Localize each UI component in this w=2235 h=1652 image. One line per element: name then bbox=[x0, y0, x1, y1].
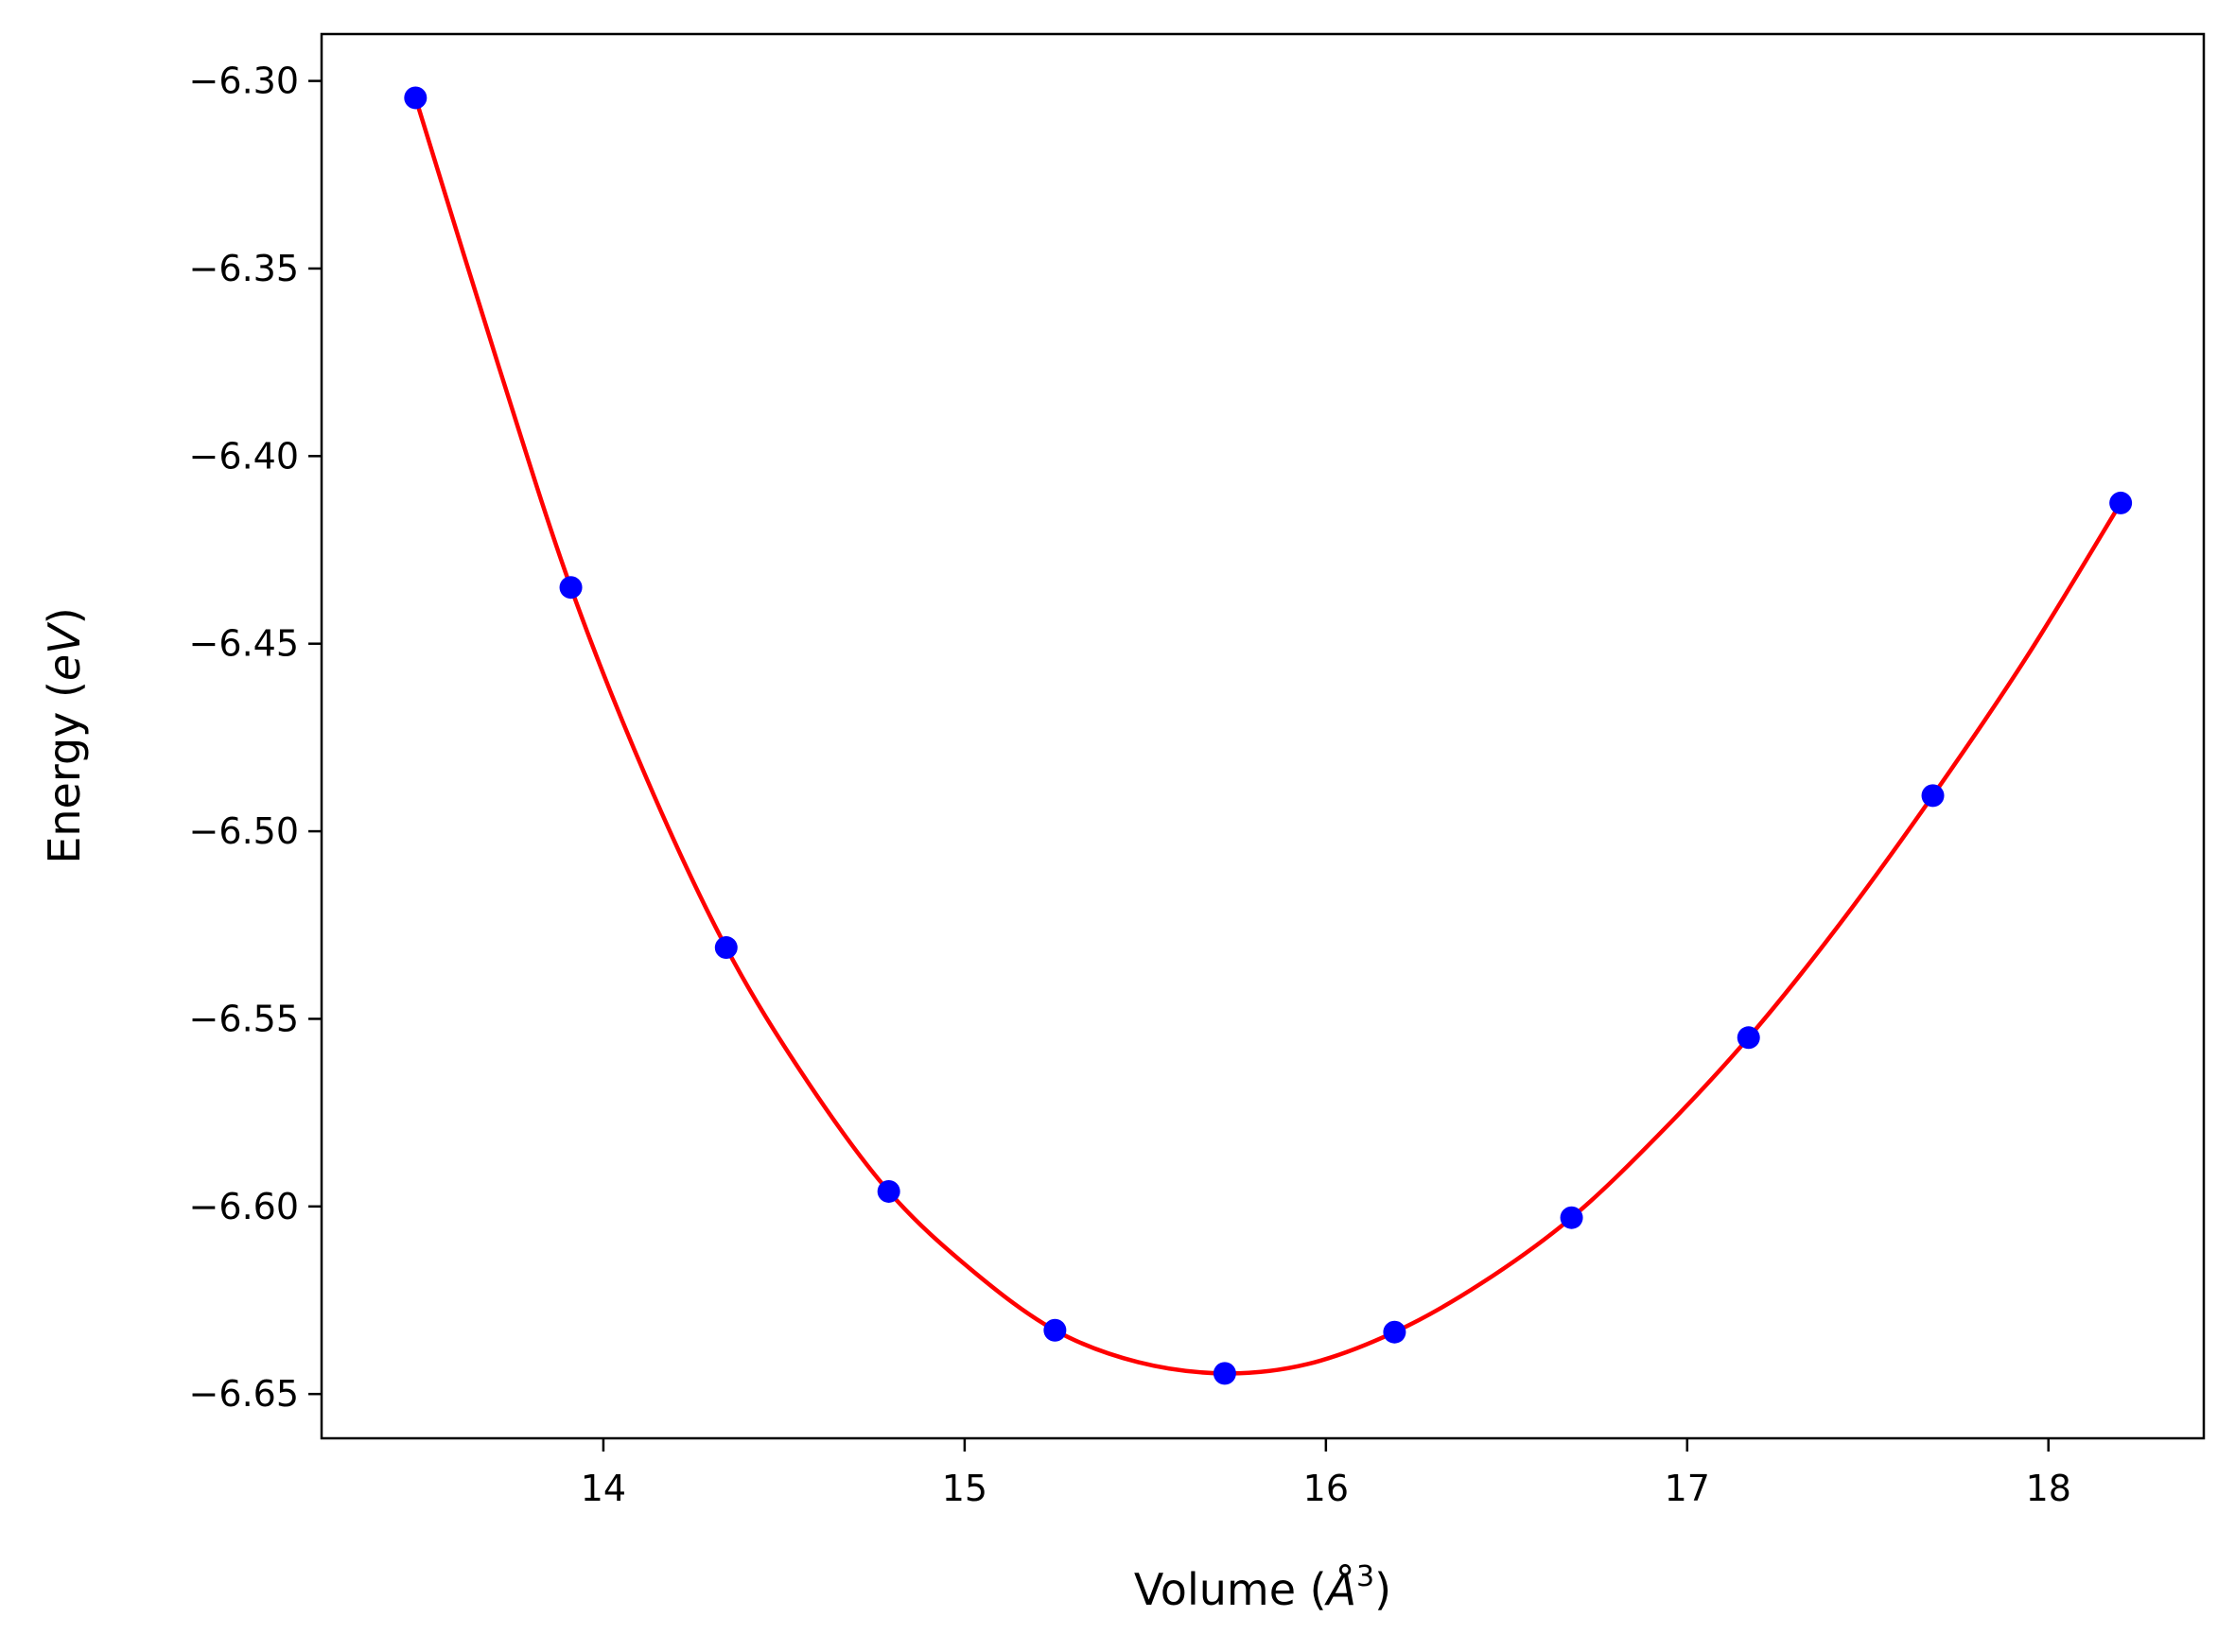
x-axis-title-pre: Volume ( bbox=[1134, 1564, 1327, 1615]
y-tick-label: −6.30 bbox=[189, 61, 299, 102]
x-tick-label: 17 bbox=[1665, 1468, 1710, 1509]
x-axis-title-post: ) bbox=[1374, 1564, 1391, 1615]
data-point bbox=[559, 576, 583, 600]
data-point bbox=[2109, 491, 2133, 514]
y-tick-label: −6.55 bbox=[189, 998, 299, 1039]
x-axis-ticks: 14 15 16 17 18 bbox=[581, 1438, 2071, 1509]
y-axis-title-var: eV bbox=[39, 621, 90, 681]
data-point bbox=[1383, 1320, 1406, 1344]
data-point bbox=[1921, 784, 1945, 808]
y-tick-label: −6.45 bbox=[189, 623, 299, 665]
y-tick-label: −6.35 bbox=[189, 248, 299, 289]
x-tick-label: 18 bbox=[2026, 1468, 2071, 1509]
data-point bbox=[1213, 1362, 1236, 1385]
x-tick-label: 14 bbox=[581, 1468, 626, 1509]
data-points-layer bbox=[404, 86, 2133, 1385]
x-tick-label: 16 bbox=[1303, 1468, 1349, 1509]
x-tick-label: 15 bbox=[942, 1468, 987, 1509]
y-tick-label: −6.40 bbox=[189, 435, 299, 477]
fit-curve bbox=[413, 96, 2123, 1376]
y-tick-label: −6.60 bbox=[189, 1186, 299, 1227]
y-axis-title-pre: Energy ( bbox=[39, 681, 90, 864]
y-tick-label: −6.65 bbox=[189, 1373, 299, 1415]
data-point bbox=[1043, 1318, 1067, 1342]
x-axis-title: Volume (Å3) bbox=[1134, 1560, 1391, 1615]
fit-curve-layer bbox=[413, 96, 2123, 1376]
data-point bbox=[1737, 1026, 1760, 1050]
data-point bbox=[404, 86, 428, 110]
y-axis-title-post: ) bbox=[39, 607, 90, 624]
y-tick-label: −6.50 bbox=[189, 810, 299, 852]
y-axis-title: Energy (eV) bbox=[39, 607, 90, 863]
data-point bbox=[1560, 1206, 1583, 1229]
data-point bbox=[877, 1179, 900, 1203]
x-axis-title-sup: 3 bbox=[1356, 1560, 1374, 1593]
y-axis-ticks: −6.30 −6.35 −6.40 −6.45 −6.50 −6.55 −6.60 −6.65 bbox=[189, 61, 322, 1415]
plot-area-frame bbox=[320, 32, 2206, 1440]
x-axis-title-var: Å bbox=[1324, 1564, 1356, 1615]
data-point bbox=[714, 936, 738, 960]
